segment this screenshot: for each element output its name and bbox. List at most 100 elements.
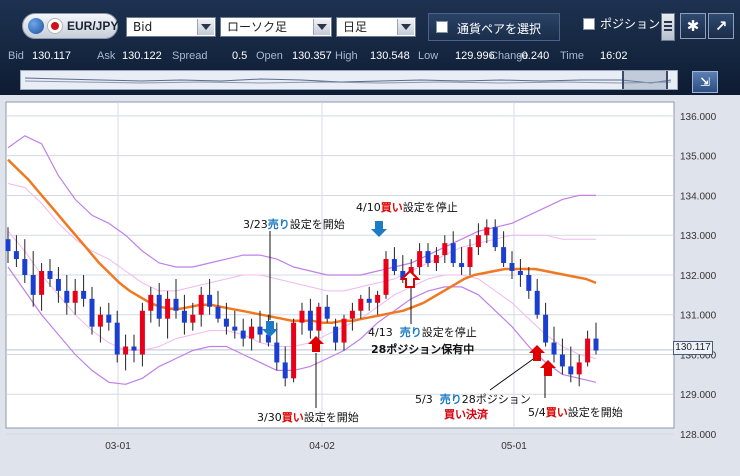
- annotation-buy-stop: 4/10買い設定を停止: [356, 199, 458, 215]
- candle-body: [425, 251, 431, 264]
- candle-body: [484, 227, 490, 236]
- candle-body: [257, 326, 263, 335]
- candle-body: [333, 326, 339, 343]
- settings-button[interactable]: ✱: [680, 13, 706, 39]
- menu-line: [664, 29, 672, 31]
- annotation-date: 3/23: [243, 218, 268, 231]
- candle-body: [417, 251, 423, 268]
- popout-button[interactable]: ↗: [708, 13, 734, 39]
- candle-body: [139, 310, 145, 355]
- menu-button[interactable]: [661, 13, 675, 41]
- annotation-date: 5/3: [415, 393, 433, 406]
- candle-body: [265, 334, 271, 343]
- candle-body: [526, 274, 532, 291]
- candle-body: [47, 270, 53, 279]
- trade-markers: [262, 221, 556, 408]
- menu-line: [664, 21, 672, 23]
- candle-body: [55, 278, 61, 291]
- candle-body: [131, 346, 137, 351]
- navigator-sparkline: [24, 77, 672, 84]
- annotation-sell-settle: 5/3 売り28ポジション: [415, 391, 531, 407]
- bollinger-bands: [7, 135, 597, 385]
- quote-label: Ask: [97, 50, 116, 62]
- pair-select-button[interactable]: 通貨ペアを選択: [428, 13, 560, 41]
- navigator-bar[interactable]: [20, 70, 678, 90]
- annotation-leader: [489, 356, 537, 391]
- quote-value: -0.240: [518, 50, 550, 62]
- quote-value: 129.996: [455, 50, 495, 62]
- candle-body: [198, 294, 204, 315]
- candle-body: [349, 310, 355, 319]
- y-tick-label: 130.000: [680, 350, 717, 361]
- candle-body: [22, 259, 28, 275]
- pair-select-label: 通貨ペアを選択: [457, 22, 542, 36]
- candle-body: [207, 294, 213, 307]
- buy-start-arrow: [540, 360, 556, 376]
- timeframe-value: 日足: [343, 20, 368, 34]
- candle-body: [341, 318, 347, 343]
- candle-body: [156, 294, 162, 319]
- candle-body: [240, 330, 246, 339]
- quote-label: Spread: [172, 50, 208, 62]
- annotation-text: 買い決済: [444, 408, 488, 421]
- timeframe-select[interactable]: 日足: [336, 17, 416, 37]
- pair-select-checkbox[interactable]: [436, 21, 448, 33]
- candle-body: [576, 362, 582, 375]
- candle-body: [475, 235, 481, 248]
- band-upper-1: [7, 183, 596, 292]
- annotation-side: 売り: [439, 393, 462, 406]
- chart-type-select[interactable]: ローソク足: [220, 17, 332, 37]
- y-tick-label: 131.000: [680, 311, 717, 322]
- annotation-buy-start-2: 5/4買い設定を開始: [528, 404, 623, 420]
- candle-body: [13, 251, 19, 260]
- candlestick-chart[interactable]: 136.000 135.000 134.000 133.000 132.000 131.0…: [0, 100, 740, 476]
- band-lower-1: [7, 230, 597, 359]
- annotation-sell-stop: 4/13 売り設定を停止: [368, 324, 477, 340]
- y-tick-label: 135.000: [680, 152, 717, 163]
- position-checkbox[interactable]: [583, 18, 595, 30]
- currency-pair-button[interactable]: EUR/JPY: [22, 13, 118, 39]
- annotation-sell-start: 3/23売り設定を開始: [243, 216, 345, 232]
- navigator-window-handle[interactable]: [622, 71, 668, 89]
- quote-label: Bid: [8, 50, 24, 62]
- price-type-value: Bid: [133, 20, 153, 34]
- candle-body: [433, 255, 439, 264]
- expand-range-button[interactable]: ⇲: [692, 71, 718, 93]
- candle-body: [517, 270, 523, 275]
- annotation-side: 買い: [545, 406, 568, 419]
- candle-body: [459, 263, 465, 268]
- candle-body: [72, 290, 78, 303]
- candle-body: [534, 290, 540, 315]
- candle-body: [442, 243, 448, 256]
- annotation-text: 設定を開始: [567, 406, 623, 419]
- band-upper-2: [7, 135, 596, 276]
- candle-body: [232, 326, 238, 331]
- globe-icon: [28, 18, 44, 34]
- candle-body: [5, 239, 11, 252]
- toolbar: EUR/JPY Bid ローソク足 日足 通貨ペアを選択 ポジション ✱ ↗ B…: [0, 0, 740, 95]
- popout-icon: ↗: [714, 17, 728, 35]
- gear-icon: ✱: [686, 17, 700, 35]
- candle-body: [543, 314, 549, 343]
- quote-value: 130.548: [370, 50, 410, 62]
- candle-body: [559, 354, 565, 367]
- annotation-date: 3/30: [257, 411, 282, 424]
- candle-body: [106, 314, 112, 323]
- candle-body: [307, 310, 313, 331]
- band-lower-2: [7, 266, 597, 385]
- annotation-text: 28ポジション保有中: [371, 343, 475, 356]
- quote-label: Open: [256, 50, 283, 62]
- candle-body: [383, 259, 389, 295]
- candle-body: [316, 306, 322, 331]
- price-type-select[interactable]: Bid: [126, 17, 216, 37]
- candle-body: [492, 227, 498, 248]
- candle-body: [391, 259, 397, 271]
- japan-flag-icon: [47, 18, 63, 34]
- candle-body: [81, 290, 87, 299]
- candle-body: [509, 263, 515, 271]
- candle-body: [274, 342, 280, 363]
- expand-icon: ⇲: [699, 75, 711, 89]
- plot-area: [5, 101, 675, 429]
- candle-body: [324, 306, 330, 319]
- annotation-side: 買い: [380, 201, 403, 214]
